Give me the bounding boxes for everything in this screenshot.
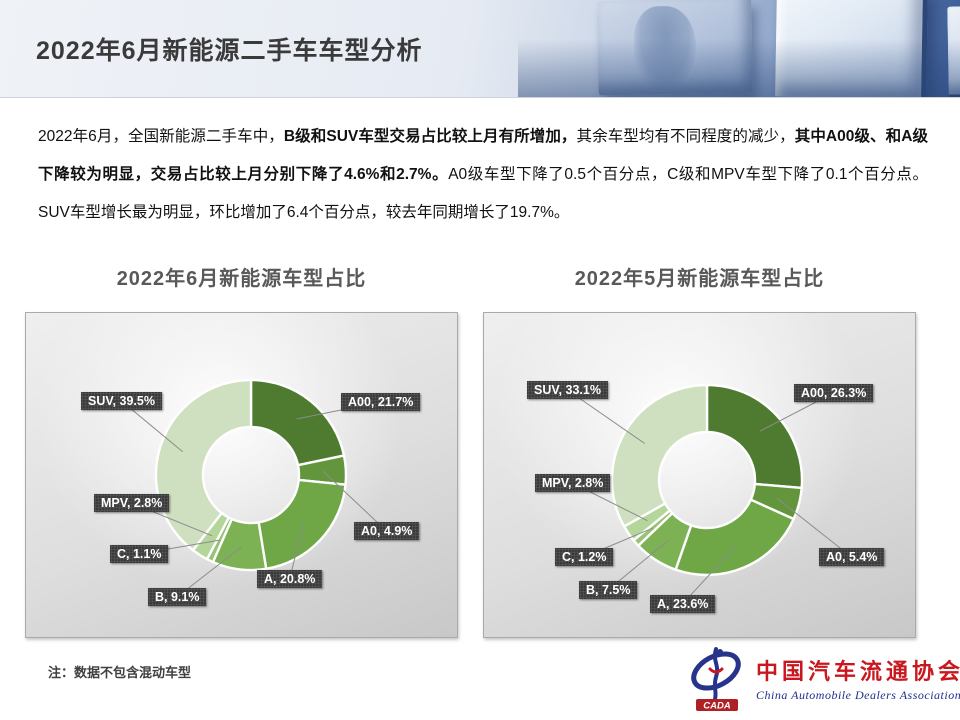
pie-label-MPV: MPV, 2.8% xyxy=(535,474,611,492)
pie-label-SUV: SUV, 39.5% xyxy=(81,392,162,410)
pie-label-A: A, 23.6% xyxy=(650,595,716,613)
footnote: 注：数据不包含混动车型 xyxy=(48,665,192,680)
pie-slice-A xyxy=(257,478,347,570)
leader-line-A0 xyxy=(322,470,387,532)
summary-text: 其余车型均有不同程度的减少， xyxy=(576,128,795,145)
pie-slice-SUV xyxy=(610,383,709,528)
summary-text: 2022年6月，全国新能源二手车中， xyxy=(38,128,284,145)
pie-label-A00: A00, 21.7% xyxy=(341,393,421,411)
pie-label-A: A, 20.8% xyxy=(257,570,323,588)
cada-logo-icon: CADA xyxy=(686,643,752,713)
header-cube-decoration-3 xyxy=(947,5,960,97)
world-map-decoration xyxy=(633,5,697,91)
chart-panel-june: A00, 21.7% A0, 4.9% A, 20.8% B, 9.1% C, 1.1%… xyxy=(25,312,458,638)
leader-line-A0 xyxy=(776,497,852,558)
pie-label-A0: A0, 4.9% xyxy=(354,522,420,540)
leader-line-A xyxy=(289,524,304,580)
pie-slice-A00 xyxy=(705,383,804,490)
pie-label-A00: A00, 26.3% xyxy=(794,384,874,402)
pie-label-SUV: SUV, 33.1% xyxy=(527,381,608,399)
pie-slice-A xyxy=(674,498,795,577)
header-banner: 2022年6月新能源二手车车型分析 xyxy=(0,0,960,98)
summary-text-bold: 其中A00级、和A级下降较为明显，交易占比较上月分别下降了4.6%和2.7%。 xyxy=(38,128,928,183)
summary-paragraph: 2022年6月，全国新能源二手车中，B级和SUV车型交易占比较上月有所增加，其余… xyxy=(38,118,928,232)
summary-text-bold: B级和SUV车型交易占比较上月有所增加， xyxy=(283,128,577,145)
pie-label-C: C, 1.2% xyxy=(555,548,614,566)
header-cube-decoration-1 xyxy=(597,0,753,96)
cada-logo-text: 中国汽车流通协会 China Automobile Dealers Associ… xyxy=(756,654,960,703)
donut-chart xyxy=(121,378,387,598)
chart-title-may: 2022年5月新能源车型占比 xyxy=(574,268,825,290)
header-cube-decoration-2 xyxy=(774,0,929,97)
pie-label-C: C, 1.1% xyxy=(110,545,169,563)
pie-slice-A00 xyxy=(249,378,346,467)
chart-panel-may: A00, 26.3% A0, 5.4% A, 23.6% B, 7.5% C, 1.2%… xyxy=(483,312,916,638)
logo-english-name: China Automobile Dealers Association xyxy=(756,687,960,702)
chart-title-june: 2022年6月新能源车型占比 xyxy=(116,268,367,290)
donut-chart xyxy=(567,383,852,605)
pie-label-B: B, 7.5% xyxy=(579,581,638,599)
pie-label-A0: A0, 5.4% xyxy=(819,548,885,566)
summary-text: A0级车型下降了0.5个百分点，C级和MPV车型下降了0.1个百分点。SUV车型… xyxy=(38,166,928,221)
logo-chinese-name: 中国汽车流通协会 xyxy=(756,658,960,684)
leader-line-A xyxy=(682,545,736,605)
pie-label-MPV: MPV, 2.8% xyxy=(94,494,170,512)
page-title: 2022年6月新能源二手车车型分析 xyxy=(36,36,423,65)
cada-logo: CADA 中国汽车流通协会 China Automobile Dealers A… xyxy=(686,642,960,714)
cada-badge-text: CADA xyxy=(703,701,731,712)
pie-label-B: B, 9.1% xyxy=(148,588,207,606)
